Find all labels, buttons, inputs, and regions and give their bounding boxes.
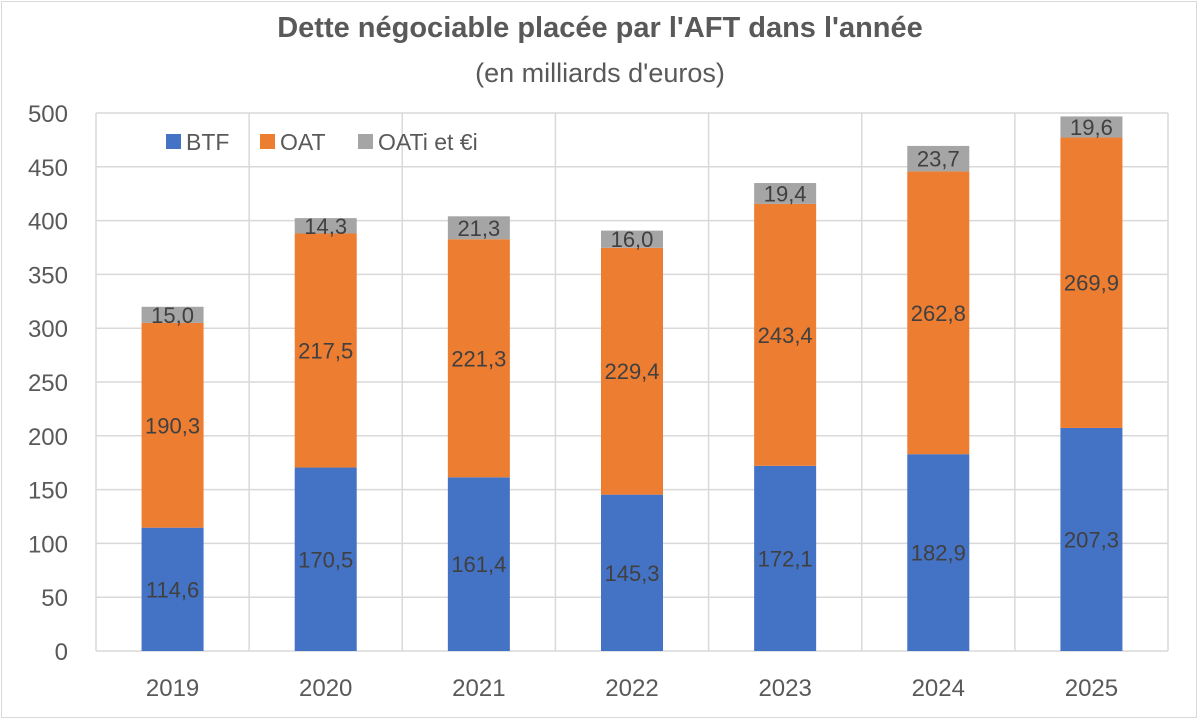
- bar-oat: [447, 239, 510, 478]
- bar-oat: [1060, 137, 1123, 428]
- y-tick-label: 400: [28, 209, 68, 236]
- data-label: 14,3: [304, 214, 347, 239]
- legend-swatch-icon: [358, 134, 373, 149]
- y-tick-label: 50: [41, 585, 68, 612]
- bar-btf: [754, 465, 817, 651]
- bar-btf: [601, 494, 663, 651]
- bar-oatieti: [447, 216, 510, 240]
- bar-oat: [754, 203, 817, 466]
- x-tick-label: 2021: [452, 675, 505, 702]
- x-tick-label: 2024: [912, 675, 965, 702]
- bar-btf: [907, 454, 970, 651]
- data-label: 145,3: [604, 561, 659, 586]
- bar-oatieti: [754, 183, 817, 204]
- bar-btf: [141, 527, 204, 651]
- bar-oatieti: [907, 145, 970, 172]
- bar-btf: [1060, 427, 1123, 651]
- x-tick-label: 2019: [146, 675, 199, 702]
- data-label: 229,4: [604, 359, 659, 384]
- data-label: 190,3: [145, 413, 200, 438]
- data-label: 221,3: [451, 346, 506, 371]
- legend-swatch-icon: [166, 134, 181, 149]
- y-tick-label: 0: [55, 639, 68, 666]
- bar-oat: [294, 233, 357, 468]
- data-label: 19,4: [764, 181, 807, 206]
- bar-oatieti: [294, 218, 357, 234]
- data-label: 114,6: [146, 577, 199, 602]
- x-tick-label: 2023: [758, 675, 811, 702]
- data-label: 23,7: [917, 147, 960, 172]
- data-label: 16,0: [611, 227, 654, 252]
- bar-oatieti: [1060, 116, 1123, 138]
- data-label: 172,1: [758, 546, 813, 571]
- legend-label: OATi et €i: [378, 129, 478, 155]
- data-label: 269,9: [1064, 271, 1119, 296]
- bar-oatieti: [141, 306, 204, 323]
- x-tick-label: 2020: [299, 675, 352, 702]
- bar-oat: [141, 322, 204, 528]
- bar-btf: [447, 477, 510, 651]
- x-tick-label: 2022: [605, 675, 658, 702]
- x-tick-label: 2025: [1065, 675, 1118, 702]
- y-tick-label: 500: [28, 101, 68, 128]
- legend-label: BTF: [186, 129, 229, 155]
- bar-oat: [601, 247, 663, 495]
- chart-subtitle: (en milliards d'euros): [475, 58, 725, 88]
- data-label: 21,3: [457, 216, 500, 241]
- y-tick-label: 350: [28, 262, 68, 289]
- legend-swatch-icon: [260, 134, 275, 149]
- data-label: 262,8: [911, 301, 966, 326]
- chart-title: Dette négociable placée par l'AFT dans l…: [277, 12, 923, 44]
- y-tick-label: 300: [28, 316, 68, 343]
- data-label: 207,3: [1064, 527, 1119, 552]
- data-label: 182,9: [911, 541, 966, 566]
- y-tick-label: 450: [28, 155, 68, 182]
- y-tick-label: 250: [28, 370, 68, 397]
- data-label: 170,5: [298, 547, 353, 572]
- bar-oatieti: [601, 230, 663, 248]
- y-tick-label: 200: [28, 424, 68, 451]
- y-tick-label: 100: [28, 531, 68, 558]
- data-label: 243,4: [758, 323, 813, 348]
- bar-oat: [907, 171, 970, 455]
- bar-btf: [294, 467, 357, 651]
- legend-label: OAT: [280, 129, 326, 155]
- y-tick-label: 150: [28, 478, 68, 505]
- data-label: 161,4: [451, 552, 506, 577]
- data-label: 15,0: [151, 303, 194, 328]
- data-label: 19,6: [1070, 115, 1113, 140]
- data-label: 217,5: [298, 339, 353, 364]
